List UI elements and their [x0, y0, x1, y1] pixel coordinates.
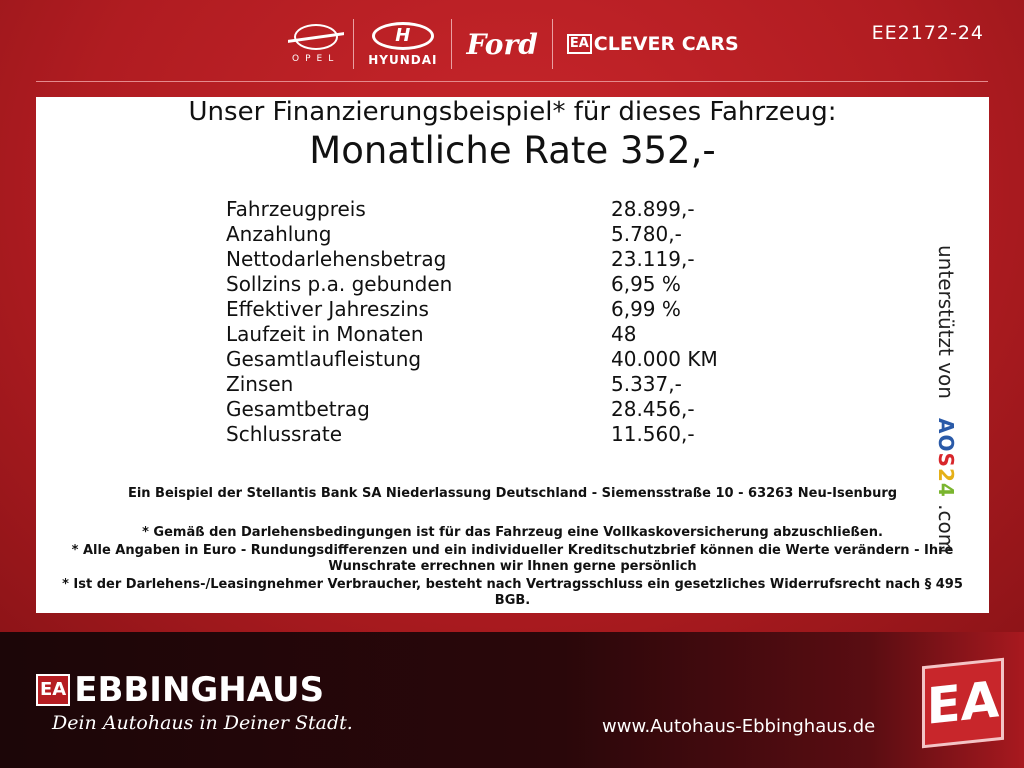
row-value: 48 — [611, 322, 637, 346]
header-background: OPEL H HYUNDAI Ford EA CLEVER CARS EE2172-… — [0, 0, 1024, 632]
row-value: 5.337,- — [611, 372, 682, 396]
row-label: Fahrzeugpreis — [226, 197, 366, 221]
row-label: Effektiver Jahreszins — [226, 297, 429, 321]
divider — [353, 19, 355, 69]
ford-logo: Ford — [466, 27, 538, 61]
row-label: Nettodarlehensbetrag — [226, 247, 447, 271]
footnote: * Ist der Darlehens-/Leasingnehmer Verbr… — [62, 577, 963, 608]
row-value: 23.119,- — [611, 247, 695, 271]
table-row: Anzahlung 5.780,- — [226, 222, 718, 247]
footnote: * Gemäß den Darlehensbedingungen ist für… — [142, 525, 883, 540]
supported-by: unterstützt von AOS24 .com — [934, 245, 958, 554]
row-label: Schlussrate — [226, 422, 343, 446]
website-link[interactable]: www.Autohaus-Ebbinghaus.de — [602, 716, 876, 737]
row-label: Laufzeit in Monaten — [226, 322, 424, 346]
table-row: Zinsen 5.337,- — [226, 372, 718, 397]
aos24-logo: AOS24 — [934, 418, 958, 498]
table-row: Gesamtlaufleistung 40.000 KM — [226, 347, 718, 372]
row-value: 6,95 % — [611, 272, 681, 296]
row-label: Gesamtbetrag — [226, 397, 370, 421]
divider — [551, 19, 553, 69]
table-row: Effektiver Jahreszins 6,99 % — [226, 297, 718, 322]
row-label: Zinsen — [226, 372, 294, 396]
row-value: 6,99 % — [611, 297, 681, 321]
table-row: Schlussrate 11.560,- — [226, 422, 718, 447]
table-row: Nettodarlehensbetrag 23.119,- — [226, 247, 718, 272]
footnote: * Alle Angaben in Euro - Rundungsdiffere… — [71, 543, 954, 574]
headline: Unser Finanzierungsbeispiel* für dieses … — [188, 97, 837, 127]
finance-table: Fahrzeugpreis 28.899,- Anzahlung 5.780,- Net… — [226, 197, 718, 447]
table-row: Sollzins p.a. gebunden 6,95 % — [226, 272, 718, 297]
finance-panel: Unser Finanzierungsbeispiel* für dieses … — [36, 97, 989, 613]
ea-emblem: EA — [922, 657, 1004, 749]
brand-logos: OPEL H HYUNDAI Ford EA CLEVER CARS — [278, 18, 753, 70]
row-label: Gesamtlaufleistung — [226, 347, 422, 371]
row-value: 28.899,- — [611, 197, 695, 221]
table-row: Fahrzeugpreis 28.899,- — [226, 197, 718, 222]
opel-logo: OPEL — [278, 24, 353, 64]
opel-blitz-icon — [293, 24, 338, 50]
monthly-rate: Monatliche Rate 352,- — [309, 129, 716, 172]
row-value: 11.560,- — [611, 422, 695, 446]
hyundai-h-icon: H — [371, 21, 434, 50]
footnotes: * Gemäß den Darlehensbedingungen ist für… — [36, 525, 989, 611]
row-label: Sollzins p.a. gebunden — [226, 272, 453, 296]
hyundai-logo: H HYUNDAI — [354, 21, 451, 67]
divider — [36, 81, 988, 82]
row-value: 5.780,- — [611, 222, 682, 246]
row-label: Anzahlung — [226, 222, 332, 246]
slogan: Dein Autohaus in Deiner Stadt. — [52, 712, 353, 734]
row-value: 40.000 KM — [611, 347, 718, 371]
ebbinghaus-logo: EA EBBINGHAUS — [36, 670, 324, 710]
footer: EA EBBINGHAUS Dein Autohaus in Deiner Sta… — [0, 632, 1024, 768]
bank-info: Ein Beispiel der Stellantis Bank SA Nied… — [127, 486, 898, 501]
vehicle-code: EE2172-24 — [871, 22, 984, 44]
row-value: 28.456,- — [611, 397, 695, 421]
table-row: Gesamtbetrag 28.456,- — [226, 397, 718, 422]
clever-cars-logo: EA CLEVER CARS — [553, 33, 753, 55]
table-row: Laufzeit in Monaten 48 — [226, 322, 718, 347]
divider — [451, 19, 453, 69]
